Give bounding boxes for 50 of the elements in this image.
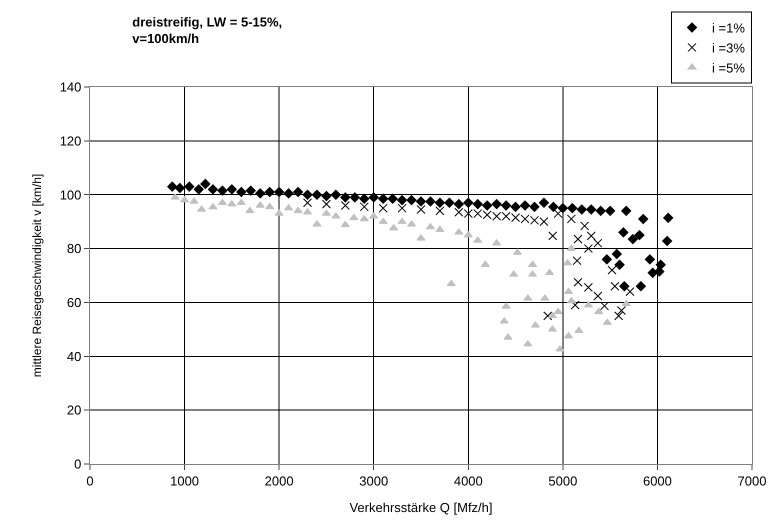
y-tick-label: 40 — [66, 348, 82, 364]
y-tick-label: 80 — [66, 241, 82, 256]
x-tick-label: 1000 — [170, 474, 200, 489]
x-tick-label: 6000 — [642, 474, 672, 489]
point — [572, 256, 582, 266]
point — [548, 231, 558, 240]
point — [593, 291, 602, 300]
x-tick-label: 4000 — [454, 474, 483, 489]
legend-label: i =1% — [712, 20, 746, 36]
point — [435, 206, 444, 216]
point — [593, 238, 602, 248]
y-tick-label: 140 — [60, 80, 82, 95]
legend-label: i =3% — [712, 40, 746, 56]
point — [340, 200, 350, 210]
legend-label: i =5% — [712, 60, 746, 76]
x-axis-title: Verkehrsstärke Q [Mfz/h] — [349, 500, 493, 516]
x-tick-label: 5000 — [548, 474, 578, 489]
point — [416, 205, 426, 214]
point — [584, 244, 593, 254]
point — [610, 282, 620, 291]
y-tick-label: 120 — [60, 133, 82, 148]
point — [608, 266, 617, 275]
point — [322, 200, 331, 209]
x-tick-label: 3000 — [359, 474, 388, 489]
point — [303, 198, 312, 208]
y-tick-label: 60 — [66, 294, 82, 310]
point — [570, 300, 580, 310]
chart-title: dreistreifig, LW = 5-15%, v=100km/h — [132, 14, 282, 46]
point — [600, 301, 609, 310]
x-tick-label: 7000 — [738, 474, 766, 489]
y-tick-label: 20 — [66, 402, 82, 418]
point — [543, 311, 552, 320]
y-axis-title: mittlere Reisegeschwindigkeit v [km/h] — [30, 174, 44, 378]
point — [614, 311, 624, 320]
point — [360, 202, 369, 212]
point — [566, 214, 576, 224]
point — [554, 209, 563, 218]
y-tick-label: 0 — [74, 456, 82, 472]
x-tick-label: 2000 — [264, 474, 294, 489]
point — [586, 231, 596, 240]
point — [626, 287, 634, 296]
point — [584, 282, 593, 292]
y-tick-label: 100 — [60, 187, 82, 202]
point — [378, 204, 388, 213]
x-tick-label: 0 — [86, 474, 94, 489]
point — [580, 221, 590, 230]
point — [616, 306, 626, 316]
point — [573, 234, 582, 244]
point — [573, 278, 582, 287]
point — [398, 204, 407, 213]
